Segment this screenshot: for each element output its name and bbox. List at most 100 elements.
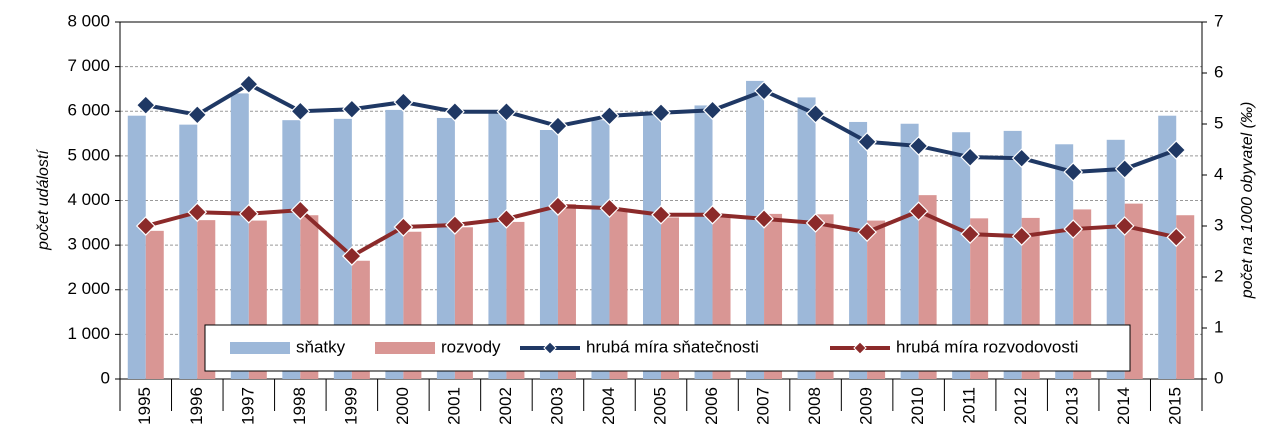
legend-swatch [375,342,435,354]
bar [145,230,164,379]
marker [754,209,774,229]
legend-marker [543,341,557,355]
bar [849,121,868,380]
y2-tick-label: 3 [1214,215,1223,234]
marker [1114,159,1135,179]
marker [960,224,980,245]
marker [187,202,208,223]
legend-box [204,324,1131,372]
bar [591,120,610,380]
y-axis-title: počet událostí [35,149,52,251]
y2-tick-label: 5 [1214,113,1223,132]
bar [1003,130,1022,379]
marker [702,100,723,121]
marker [496,101,517,122]
marker [445,215,465,235]
y2-tick-label: 4 [1214,164,1223,183]
bar [694,105,713,379]
x-tick-label: 2001 [444,387,463,425]
marker [908,201,929,222]
x-tick-label: 2003 [547,387,566,425]
marker [1114,216,1135,236]
marker [135,95,156,115]
bar [952,132,971,379]
legend-marker [853,341,867,355]
bar [643,112,661,380]
x-tick-label: 2006 [702,387,721,425]
marker [290,200,311,221]
legend-label: sňatky [296,337,346,356]
x-tick-label: 2002 [496,387,515,425]
y2-tick-label: 7 [1214,11,1223,30]
legend-label: rozvody [441,337,501,356]
marker [342,246,362,266]
marker [651,204,671,225]
y2-tick-label: 2 [1214,266,1223,285]
x-tick-label: 1999 [341,387,360,425]
marker [857,132,877,152]
y-tick-label: 3 000 [67,235,110,254]
bar [797,97,816,379]
bar [179,124,198,379]
x-tick-label: 1996 [187,387,206,425]
marker [1166,140,1187,160]
marker [445,101,465,122]
marker [651,102,671,123]
marker [342,99,362,120]
marker [1063,219,1084,239]
y2-axis-title: počet na 1000 obyvatel (‰) [1239,102,1256,300]
bar [746,80,765,379]
bar [282,120,301,380]
marker [548,116,568,136]
x-tick-label: 2010 [908,387,927,425]
bar [1176,215,1195,379]
marker [1063,162,1084,182]
marker [135,216,156,236]
y-tick-label: 7 000 [67,56,110,75]
marker [238,74,259,95]
bar [127,115,146,380]
bar [436,117,455,379]
x-tick-label: 2008 [805,387,824,425]
marker [238,203,259,224]
x-tick-label: 1995 [135,387,154,425]
marker [1011,148,1032,169]
bar [1158,115,1177,380]
x-tick-label: 2013 [1063,387,1082,425]
marker [908,136,929,156]
bar [230,93,249,380]
x-tick-label: 2012 [1011,387,1030,425]
marker [599,198,620,218]
marker [599,105,620,126]
marker [548,196,568,216]
y2-tick-label: 1 [1214,317,1223,336]
y-tick-label: 2 000 [67,279,110,298]
y-tick-label: 4 000 [67,190,110,209]
y-tick-label: 6 000 [67,101,110,120]
legend-label: hrubá míra rozvodovosti [896,337,1078,356]
x-tick-label: 1998 [290,387,309,425]
marker [187,104,208,125]
marker [393,217,414,237]
bar [1106,139,1125,379]
y-tick-label: 8 000 [67,11,110,30]
y-tick-label: 1 000 [67,324,110,343]
x-tick-label: 1997 [238,387,257,425]
x-tick-label: 2009 [857,387,876,425]
x-tick-label: 2000 [393,387,412,425]
marker [754,81,774,101]
y2-tick-label: 0 [1214,368,1223,387]
marker [805,103,826,124]
marker [1166,227,1187,248]
bar [385,109,404,379]
bar [1055,144,1074,379]
marker [857,222,877,242]
x-tick-label: 2011 [960,387,979,424]
marker [702,204,723,225]
x-tick-label: 2015 [1166,387,1185,425]
x-tick-label: 2007 [754,387,773,425]
marker [393,92,414,112]
legend-label: hrubá míra sňatečnosti [586,337,759,356]
bar [488,113,507,379]
